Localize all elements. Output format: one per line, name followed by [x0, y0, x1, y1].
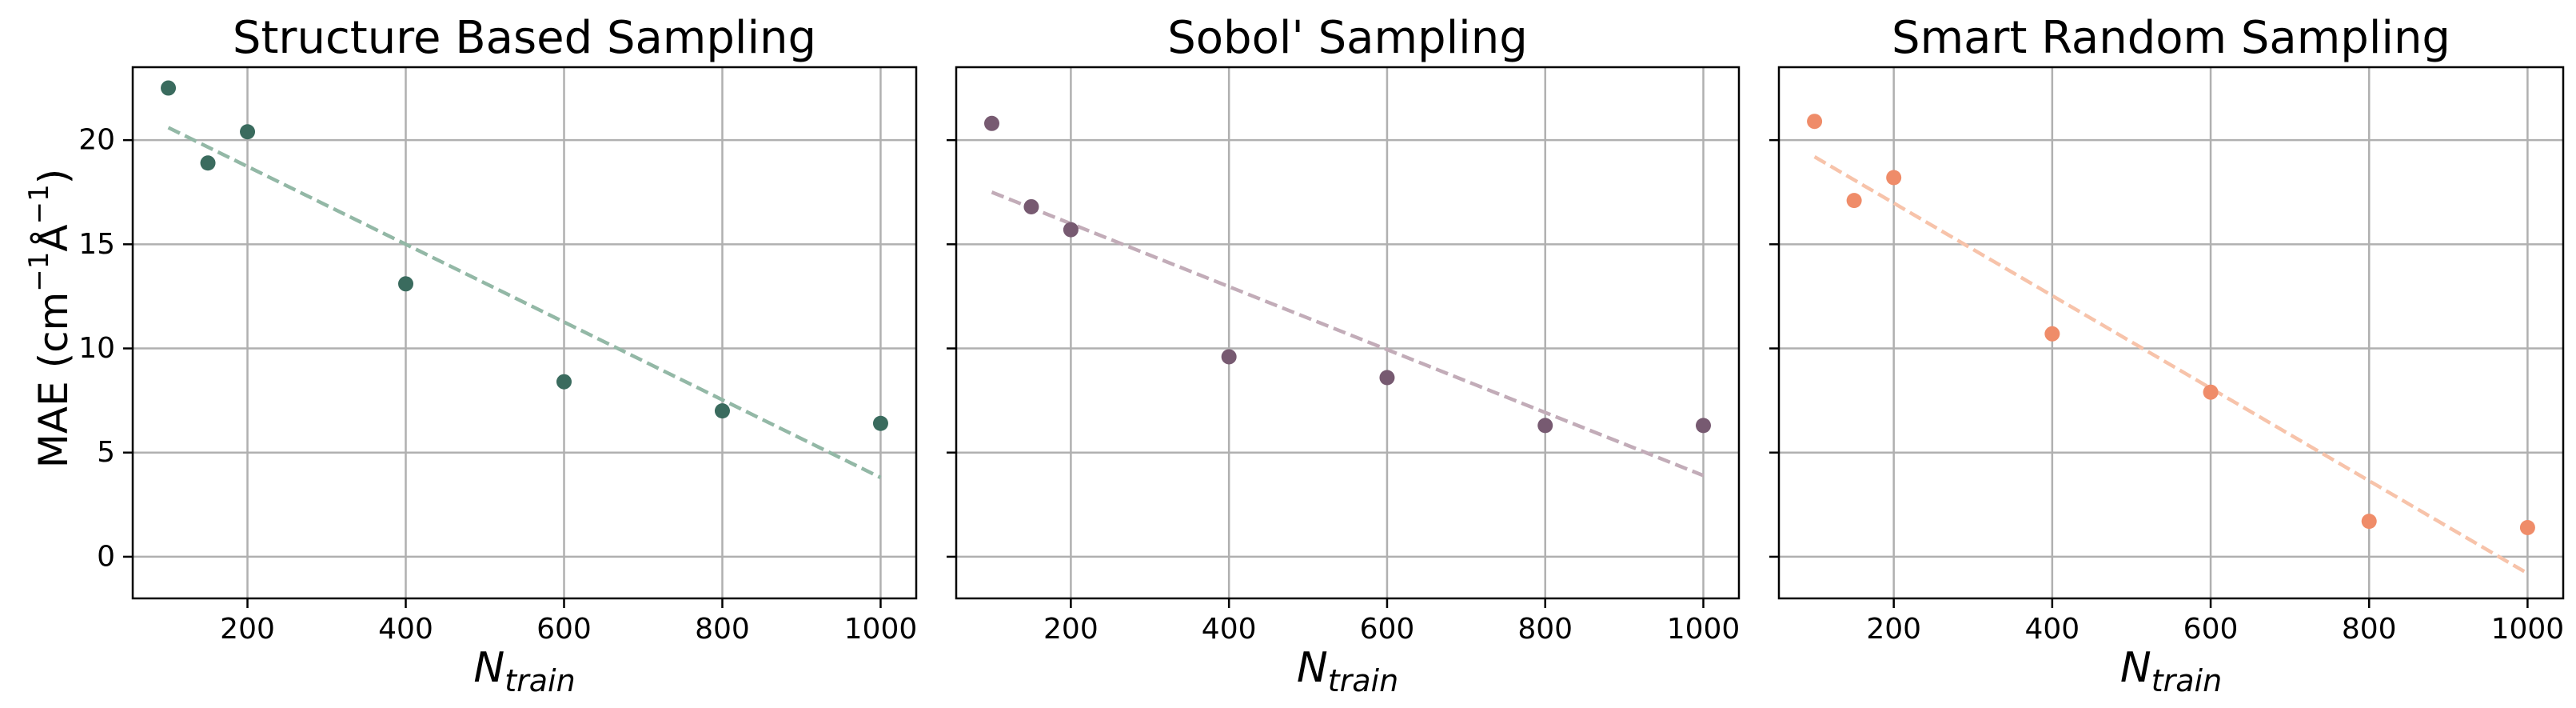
- x-tick-label-5: 1000: [1667, 613, 1741, 646]
- y-tick-label-1: 0: [97, 540, 115, 573]
- data-point-7: [2519, 519, 2535, 535]
- data-point-4: [2044, 326, 2060, 342]
- chart-title: Sobol' Sampling: [1167, 12, 1528, 64]
- x-tick-label-3: 600: [536, 613, 592, 646]
- data-point-6: [1537, 418, 1553, 434]
- x-axis-label-main: N: [1297, 644, 1328, 692]
- data-point-2: [1023, 198, 1039, 214]
- plot-frame: [1777, 66, 2565, 600]
- data-point-4: [398, 276, 414, 292]
- x-axis-label-subscript: train: [2151, 663, 2222, 698]
- y-axis-label-exponent-1: −1: [23, 252, 55, 292]
- data-point-4: [1221, 349, 1237, 365]
- plot-frame: [955, 66, 1741, 600]
- y-axis-label-exponent-2: −1: [23, 184, 55, 224]
- trend-line: [991, 190, 1705, 478]
- x-axis-label: Ntrain: [473, 644, 575, 698]
- x-tick-label-2: 400: [1202, 613, 1257, 646]
- data-point-5: [556, 374, 572, 390]
- plot-frame: [131, 66, 918, 600]
- chart-panel-1: 200 400 600 800 1000 0 5 10 15 20 Structure Based …: [78, 12, 917, 698]
- trend-line: [167, 126, 882, 479]
- data-point-1: [161, 80, 177, 96]
- x-tick-label-3: 600: [2183, 613, 2239, 646]
- data-point-1: [984, 115, 999, 131]
- data-point-1: [1807, 114, 1823, 130]
- data-point-5: [2203, 384, 2219, 400]
- y-tick-label-3: 10: [78, 332, 115, 365]
- data-point-2: [1846, 193, 1862, 209]
- x-tick-label-1: 200: [1043, 613, 1099, 646]
- y-axis-label-end: ): [30, 169, 77, 185]
- x-tick-label-4: 800: [1517, 613, 1573, 646]
- x-axis-label-subscript: train: [1328, 663, 1398, 698]
- y-tick-label-2: 5: [97, 436, 115, 469]
- trend-line: [1813, 155, 2529, 575]
- data-point-3: [1886, 170, 1902, 186]
- data-point-5: [1379, 370, 1395, 386]
- y-tick-label-5: 20: [78, 124, 115, 157]
- data-point-6: [2361, 514, 2377, 530]
- x-axis-label: Ntrain: [2120, 644, 2222, 698]
- x-tick-label-1: 200: [220, 613, 275, 646]
- x-tick-label-1: 200: [1866, 613, 1921, 646]
- data-point-7: [1696, 418, 1711, 434]
- x-tick-label-5: 1000: [844, 613, 918, 646]
- x-tick-label-2: 400: [2025, 613, 2080, 646]
- x-axis-label-subscript: train: [504, 663, 575, 698]
- chart-panel-2: 200 400 600 800 1000 Sobol' Sampling Ntrain: [947, 12, 1740, 698]
- chart-title: Smart Random Sampling: [1892, 12, 2450, 64]
- data-point-7: [872, 415, 888, 431]
- y-axis-label-unit: Å: [30, 224, 77, 251]
- y-axis-label: MAE (cm−1Å−1): [23, 169, 77, 469]
- x-axis-label-main: N: [473, 644, 504, 692]
- data-point-3: [1063, 222, 1079, 238]
- y-tick-label-4: 15: [78, 228, 115, 261]
- x-tick-label-4: 800: [695, 613, 750, 646]
- chart-title: Structure Based Sampling: [233, 12, 816, 64]
- data-point-6: [714, 403, 730, 419]
- data-point-3: [240, 124, 256, 140]
- x-tick-label-2: 400: [378, 613, 433, 646]
- x-tick-label-3: 600: [1360, 613, 1415, 646]
- x-tick-label-5: 1000: [2491, 613, 2565, 646]
- data-point-2: [200, 155, 216, 171]
- x-tick-label-4: 800: [2342, 613, 2397, 646]
- chart-panel-3: 200 400 600 800 1000 Smart Random Sampling Ntr…: [1769, 12, 2565, 698]
- x-axis-label: Ntrain: [1297, 644, 1398, 698]
- y-axis-label-main: MAE (cm: [30, 292, 77, 469]
- x-axis-label-main: N: [2120, 644, 2151, 692]
